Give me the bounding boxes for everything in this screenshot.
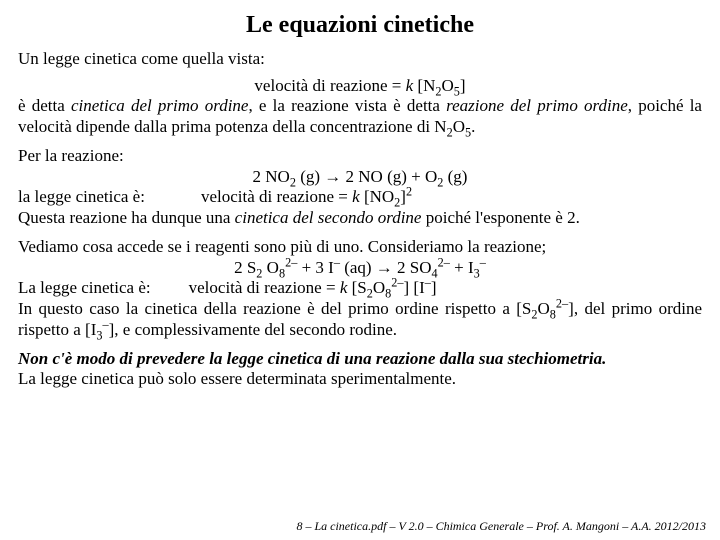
text: O [453,117,465,136]
eq-text: ] [I [404,278,425,297]
term: cinetica del secondo ordine [235,208,422,227]
eq-text: velocità di reazione = [254,76,405,95]
paragraph-1: Un legge cinetica come quella vista: vel… [18,49,702,138]
text: La legge cinetica può solo essere determ… [18,369,456,388]
p3-intro: Vediamo cosa accede se i reagenti sono p… [18,237,702,258]
eq-text: velocità di reazione = [189,278,340,297]
p2-intro: Per la reazione: [18,146,702,167]
eq-text: [NO [360,187,394,206]
text: è detta [18,96,71,115]
eq-text: [N [413,76,435,95]
superscript: – [480,255,486,269]
text: Questa reazione ha dunque una [18,208,235,227]
p3-tail: In questo caso la cinetica della reazion… [18,299,702,340]
p1-intro: Un legge cinetica come quella vista: [18,49,702,70]
eq-text: velocità di reazione = [201,187,352,206]
paragraph-4: Non c'è modo di prevedere la legge cinet… [18,349,702,390]
p2-tail: Questa reazione ha dunque una cinetica d… [18,208,702,229]
eq-text: 2 S [234,258,256,277]
page-footer: 8 – La cinetica.pdf – V 2.0 – Chimica Ge… [296,519,706,534]
eq-text: ] [460,76,466,95]
rate-constant: k [352,187,360,206]
p3-reaction: 2 S2 O82– + 3 I– (aq) → 2 SO42– + I3– [18,258,702,279]
paragraph-3: Vediamo cosa accede se i reagenti sono p… [18,237,702,341]
superscript: 2 [406,185,412,199]
eq-text: (g) [443,167,467,186]
eq-text: (g) → 2 NO (g) + O [296,167,437,186]
superscript: 2– [391,276,403,290]
text: ], e complessivamente del secondo rodine… [109,320,397,339]
superscript: 2– [438,255,450,269]
emphasis: Non c'è modo di prevedere la legge cinet… [18,349,606,368]
eq-text: + I [450,258,474,277]
p3-rate-row: La legge cinetica è: velocità di reazion… [18,278,702,299]
p2-rate-eq: velocità di reazione = k [NO2]2 [145,187,412,208]
term: reazione del primo ordine [446,96,628,115]
p3-rate-eq: velocità di reazione = k [S2O82–] [I–] [151,278,437,299]
label: la legge cinetica è: [18,187,145,208]
superscript: 2– [556,296,568,310]
eq-text: (aq) → 2 SO [340,258,432,277]
text: O [538,299,550,318]
eq-text: 2 NO [253,167,290,186]
p2-reaction: 2 NO2 (g) → 2 NO (g) + O2 (g) [18,167,702,188]
p1-body: è detta cinetica del primo ordine, e la … [18,96,702,137]
text: poiché l'esponente è 2. [421,208,579,227]
text: , e la reazione vista è detta [248,96,446,115]
p2-rate-row: la legge cinetica è: velocità di reazion… [18,187,702,208]
eq-text: O [262,258,279,277]
p1-equation: velocità di reazione = k [N2O5] [18,76,702,97]
eq-text: [S [347,278,366,297]
eq-text: O [441,76,453,95]
term: cinetica del primo ordine [71,96,249,115]
eq-text: + 3 I [297,258,334,277]
superscript: 2– [285,255,297,269]
label: La legge cinetica è: [18,278,151,299]
eq-text: ] [431,278,437,297]
page-title: Le equazioni cinetiche [18,12,702,39]
eq-text: O [373,278,385,297]
slide-content: Le equazioni cinetiche Un legge cinetica… [0,0,720,404]
paragraph-2: Per la reazione: 2 NO2 (g) → 2 NO (g) + … [18,146,702,229]
text: In questo caso la cinetica della reazion… [18,299,531,318]
text: . [471,117,475,136]
